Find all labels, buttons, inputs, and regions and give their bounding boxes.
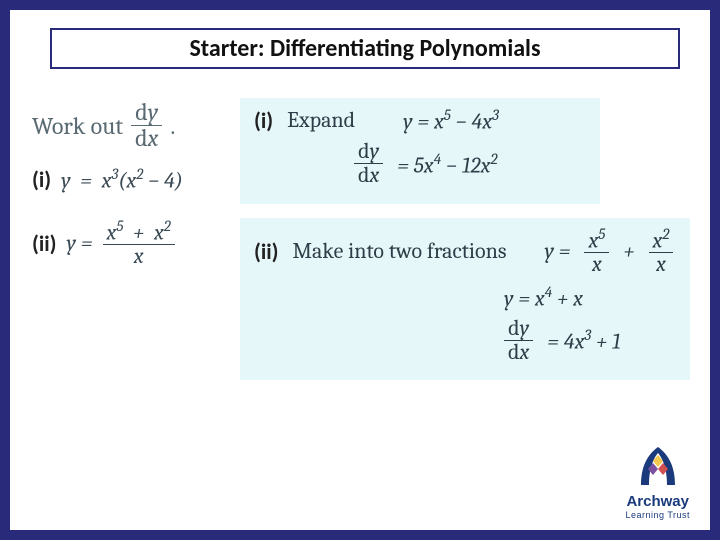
answer-i-row2: dy dx = 5x4 − 12x2 [354,140,586,187]
aii-num: dy [504,317,533,341]
answer-i-row1: (i) Expand y = x5 − 4x3 [254,106,586,134]
frac-den: dx [131,126,162,151]
question-ii: (ii) y = x5 + x2 x [32,218,175,269]
answer-i-dydx: dy dx [354,140,383,187]
answer-ii-plus: + [623,238,634,264]
answer-ii-line2: y = x4 + x [504,283,583,311]
answer-ii-box: (ii) Make into two fractions y = x5 x + … [240,218,690,380]
question-ii-frac: x5 + x2 x [103,218,175,269]
aii-f1d: x [588,253,606,276]
answer-ii-row2: y = x4 + x [504,283,676,311]
question-i-label: (i) [32,166,51,193]
aii-f1n: x5 [584,226,609,253]
archway-logo: Archway Learning Trust [625,445,690,520]
answer-ii-frac1: x5 x [584,226,609,277]
slide-title: Starter: Differentiating Polynomials [189,34,540,63]
logo-name: Archway [625,493,690,510]
answer-ii-hint: Make into two fractions [293,238,507,264]
answer-i-result: = 5x4 − 12x2 [397,150,497,178]
prompt-prefix: Work out [32,112,123,140]
answer-ii-row3: dy dx = 4x3 + 1 [504,317,676,364]
answer-ii-result: = 4x3 + 1 [547,326,620,354]
logo-sub: Learning Trust [625,510,690,520]
frac-num: dy [131,100,162,126]
answer-ii-frac2: x2 x [649,226,674,277]
aii-f2d: x [652,253,670,276]
question-ii-den: x [130,245,148,268]
answer-i-line1: y = x5 − 4x3 [403,106,499,134]
question-ii-num: x5 + x2 [103,218,175,245]
answer-ii-dydx: dy dx [504,317,533,364]
slide: Starter: Differentiating Polynomials Wor… [0,0,720,540]
answer-ii-line1-lhs: y = [544,238,570,264]
title-box: Starter: Differentiating Polynomials [50,28,680,69]
archway-logo-icon [633,445,683,491]
question-ii-lhs: y = [67,230,93,256]
ai-den: dx [354,164,383,187]
answer-i-hint: Expand [287,107,355,133]
aii-den: dx [504,341,533,364]
aii-f2n: x2 [649,226,674,253]
answer-i-box: (i) Expand y = x5 − 4x3 dy dx = 5x4 − 12… [240,98,600,204]
dy-dx-fraction: dy dx [131,100,162,151]
question-i-expr: y = x3(x2 − 4) [61,165,183,193]
question-i: (i) y = x3(x2 − 4) [32,165,183,193]
answer-ii-row1: (ii) Make into two fractions y = x5 x + … [254,226,676,277]
answer-ii-label: (ii) [254,238,279,265]
ai-num: dy [354,140,383,164]
question-ii-label: (ii) [32,230,57,257]
prompt: Work out dy dx . [32,100,175,151]
prompt-suffix: . [170,112,175,140]
answer-i-label: (i) [254,107,273,134]
